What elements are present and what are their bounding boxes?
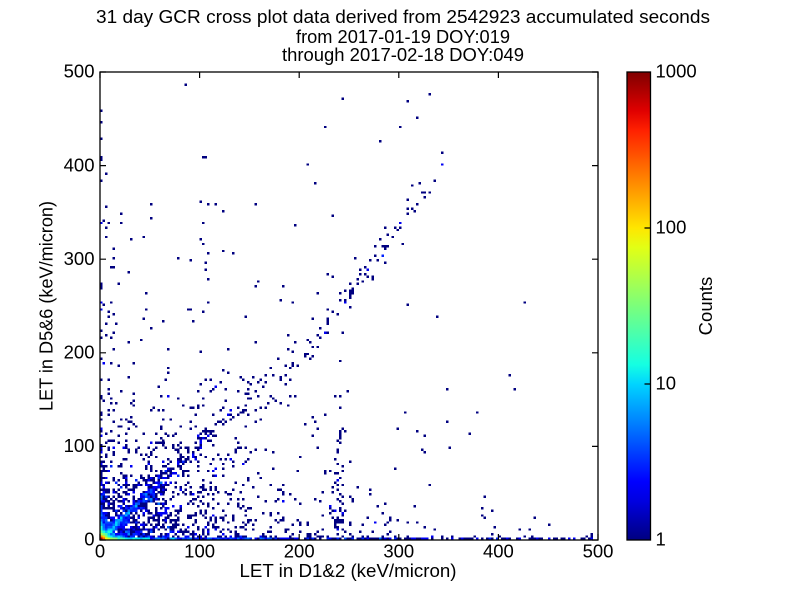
svg-text:0: 0 — [84, 529, 94, 550]
svg-text:LET in D1&2 (keV/micron): LET in D1&2 (keV/micron) — [240, 560, 457, 581]
svg-text:500: 500 — [64, 61, 95, 82]
svg-text:from 2017-01-19 DOY:019: from 2017-01-19 DOY:019 — [296, 27, 510, 47]
svg-text:through 2017-02-18 DOY:049: through 2017-02-18 DOY:049 — [282, 45, 524, 65]
svg-text:500: 500 — [583, 541, 614, 562]
svg-text:31 day GCR cross plot data der: 31 day GCR cross plot data derived from … — [96, 7, 710, 27]
svg-text:100: 100 — [64, 435, 95, 456]
svg-text:0: 0 — [95, 541, 105, 562]
svg-text:100: 100 — [656, 217, 687, 238]
svg-text:400: 400 — [483, 541, 514, 562]
svg-text:200: 200 — [64, 342, 95, 363]
svg-text:1000: 1000 — [656, 61, 697, 82]
svg-text:300: 300 — [383, 541, 414, 562]
svg-text:10: 10 — [656, 373, 677, 394]
svg-text:100: 100 — [184, 541, 215, 562]
svg-text:LET in D5&6 (keV/micron): LET in D5&6 (keV/micron) — [36, 201, 57, 411]
svg-text:200: 200 — [284, 541, 315, 562]
svg-text:400: 400 — [64, 154, 95, 175]
svg-text:Counts: Counts — [695, 277, 716, 336]
svg-text:1: 1 — [656, 529, 666, 550]
svg-text:300: 300 — [64, 248, 95, 269]
